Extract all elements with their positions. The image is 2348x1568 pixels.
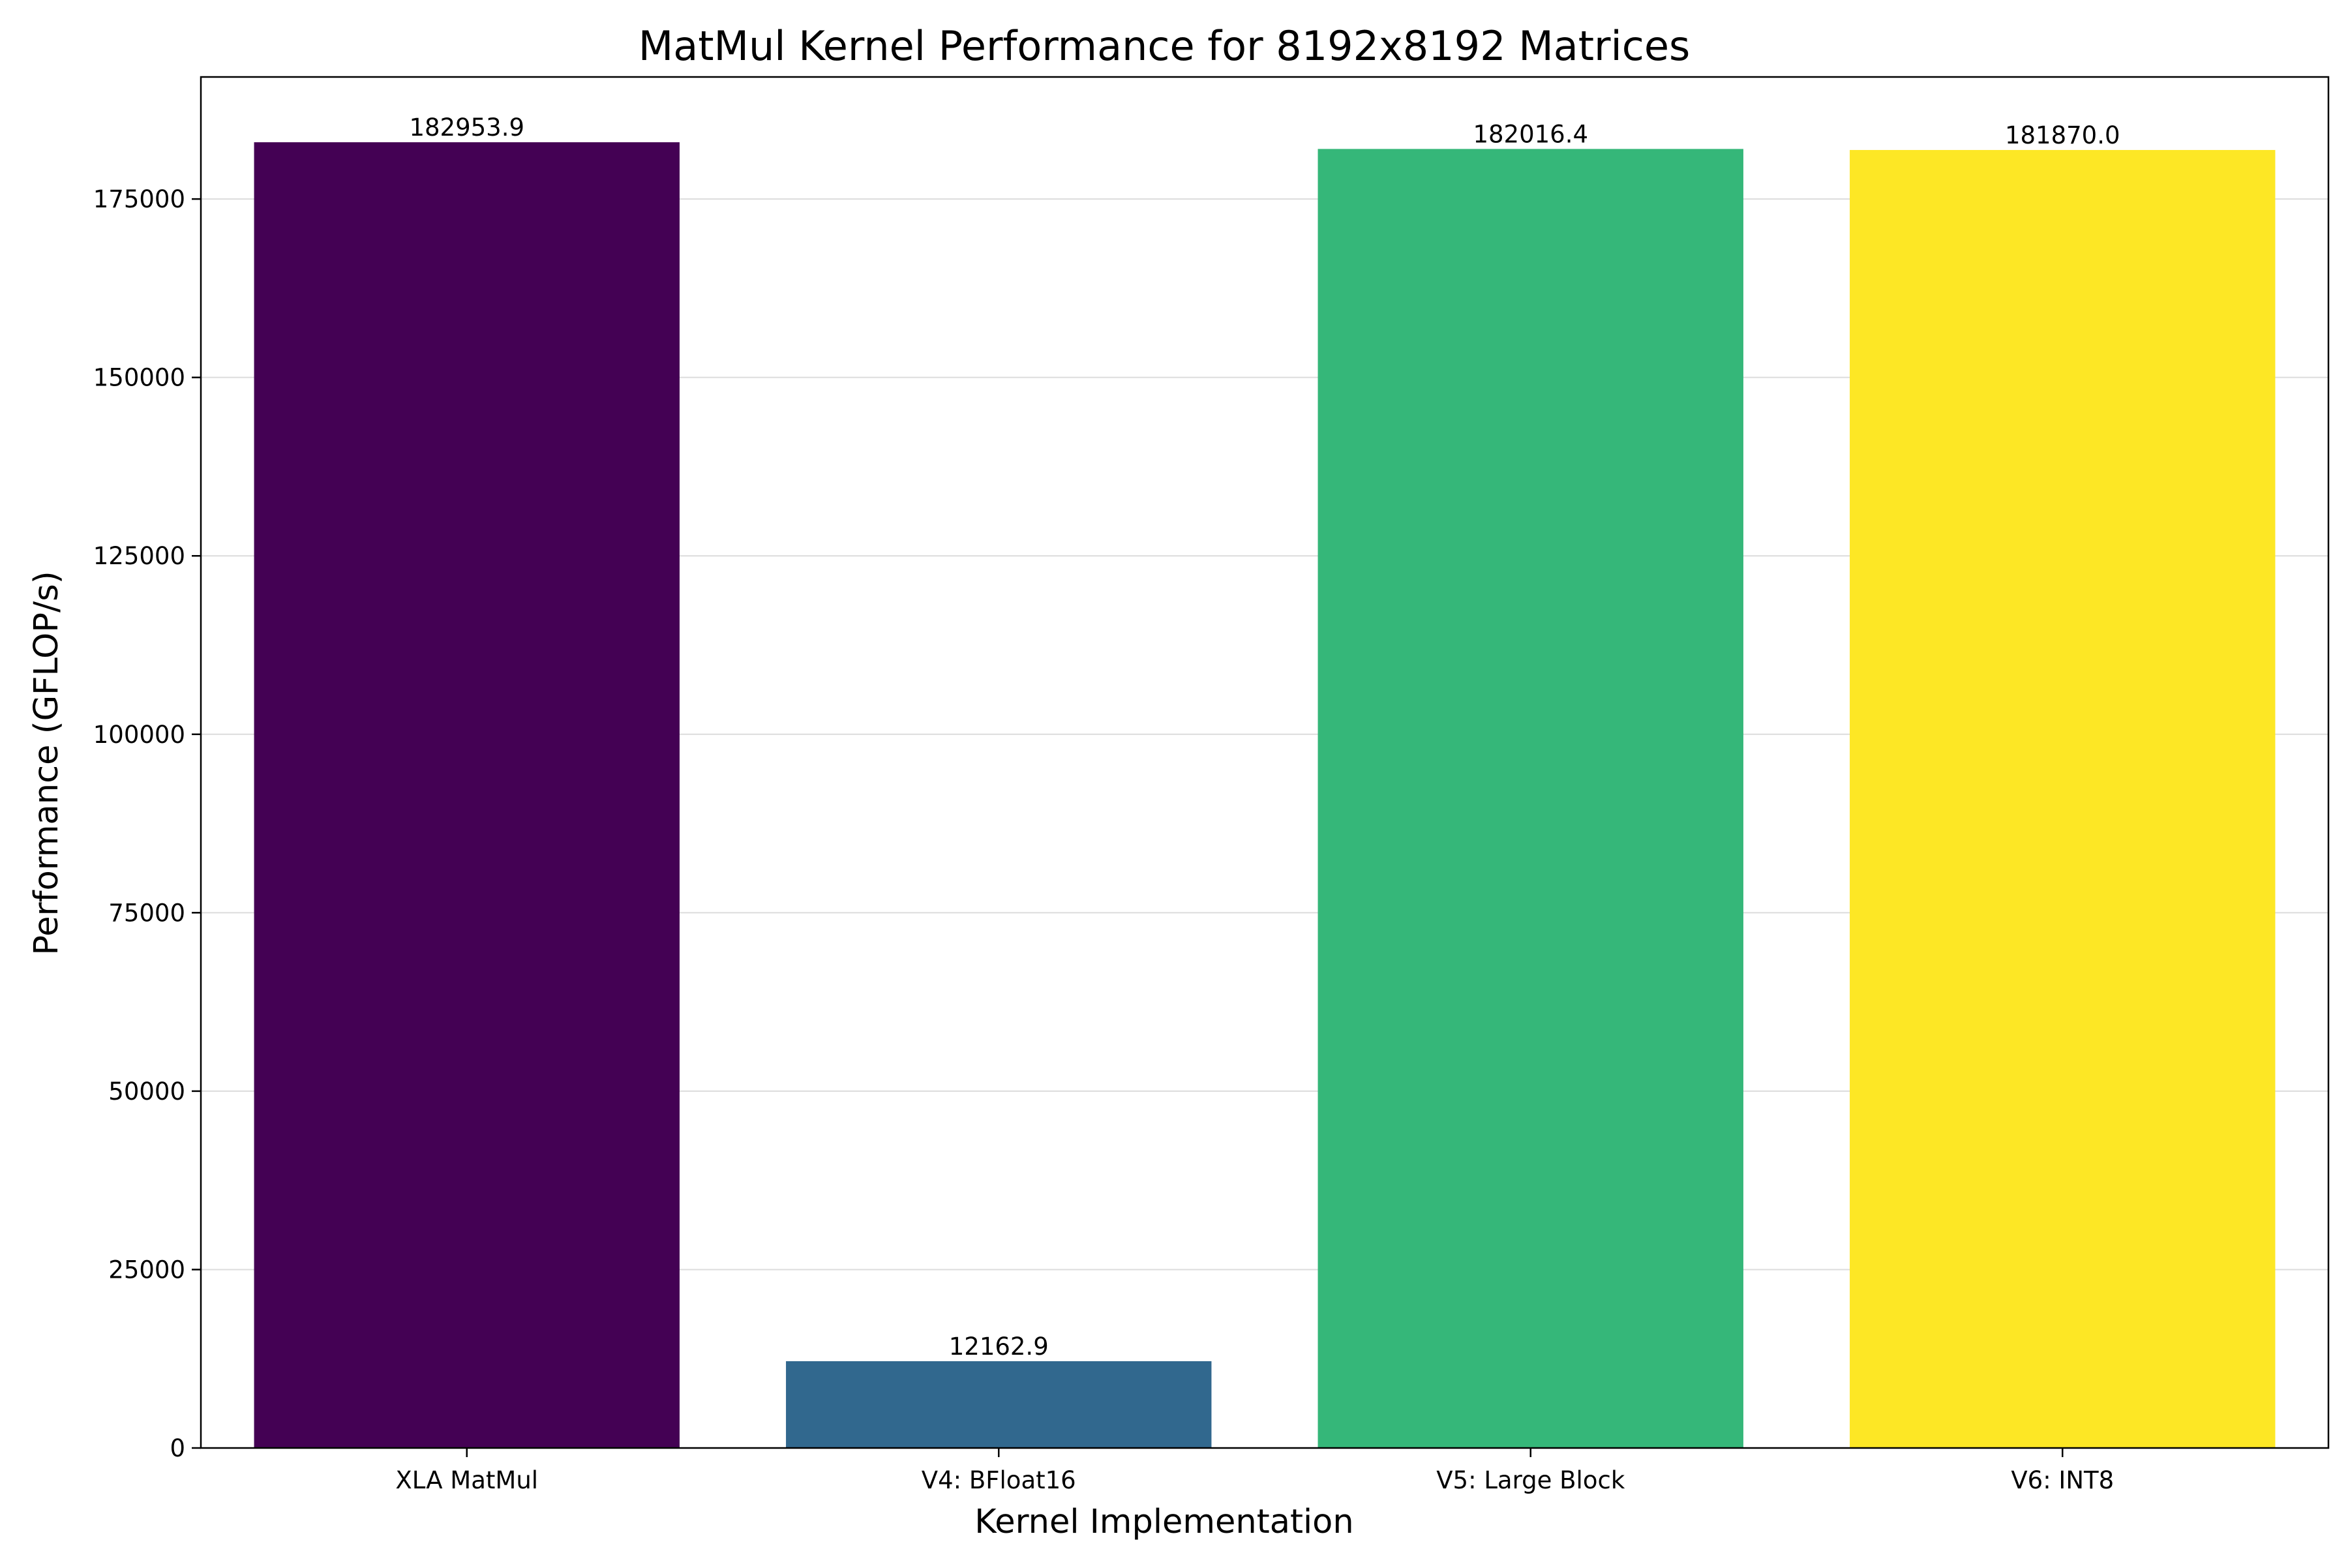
y-tick-label-4: 100000 — [93, 721, 185, 749]
y-tick-label-6: 150000 — [93, 364, 185, 392]
y-axis-ticks: 0 25000 50000 75000 100000 125000 150000 175000 — [93, 185, 201, 1462]
bar-value-label-0: 182953.9 — [409, 113, 524, 142]
x-tick-label-0: XLA MatMul — [395, 1466, 538, 1494]
bar-0 — [254, 142, 680, 1448]
y-tick-label-5: 125000 — [93, 542, 185, 570]
bar-value-label-1: 12162.9 — [949, 1333, 1049, 1361]
y-axis-label: Performance (GFLOP/s) — [27, 571, 66, 955]
bars — [254, 142, 2276, 1449]
bar-2 — [1317, 149, 1743, 1449]
y-tick-label-7: 175000 — [93, 185, 185, 213]
x-tick-label-2: V5: Large Block — [1436, 1466, 1625, 1494]
x-tick-label-3: V6: INT8 — [2011, 1466, 2114, 1494]
bar-1 — [786, 1361, 1212, 1448]
x-tick-label-1: V4: BFloat16 — [922, 1466, 1076, 1494]
y-tick-label-3: 75000 — [108, 899, 185, 927]
plot-frame — [200, 76, 2330, 1449]
axes-frame — [200, 76, 2330, 1449]
y-tick-label-1: 25000 — [108, 1256, 185, 1284]
bar-3 — [1850, 149, 2276, 1449]
chart-title: MatMul Kernel Performance for 8192x8192 … — [639, 22, 1691, 70]
bar-value-labels: 182953.9 12162.9 182016.4 181870.0 — [409, 113, 2120, 1361]
y-tick-label-2: 50000 — [108, 1078, 185, 1106]
bar-value-label-3: 181870.0 — [2005, 121, 2120, 149]
x-axis-label: Kernel Implementation — [974, 1503, 1353, 1541]
x-axis-ticks: XLA MatMul V4: BFloat16 V5: Large Block V6:… — [395, 1448, 2114, 1494]
y-tick-label-0: 0 — [170, 1434, 185, 1462]
bar-value-label-2: 182016.4 — [1473, 120, 1588, 148]
